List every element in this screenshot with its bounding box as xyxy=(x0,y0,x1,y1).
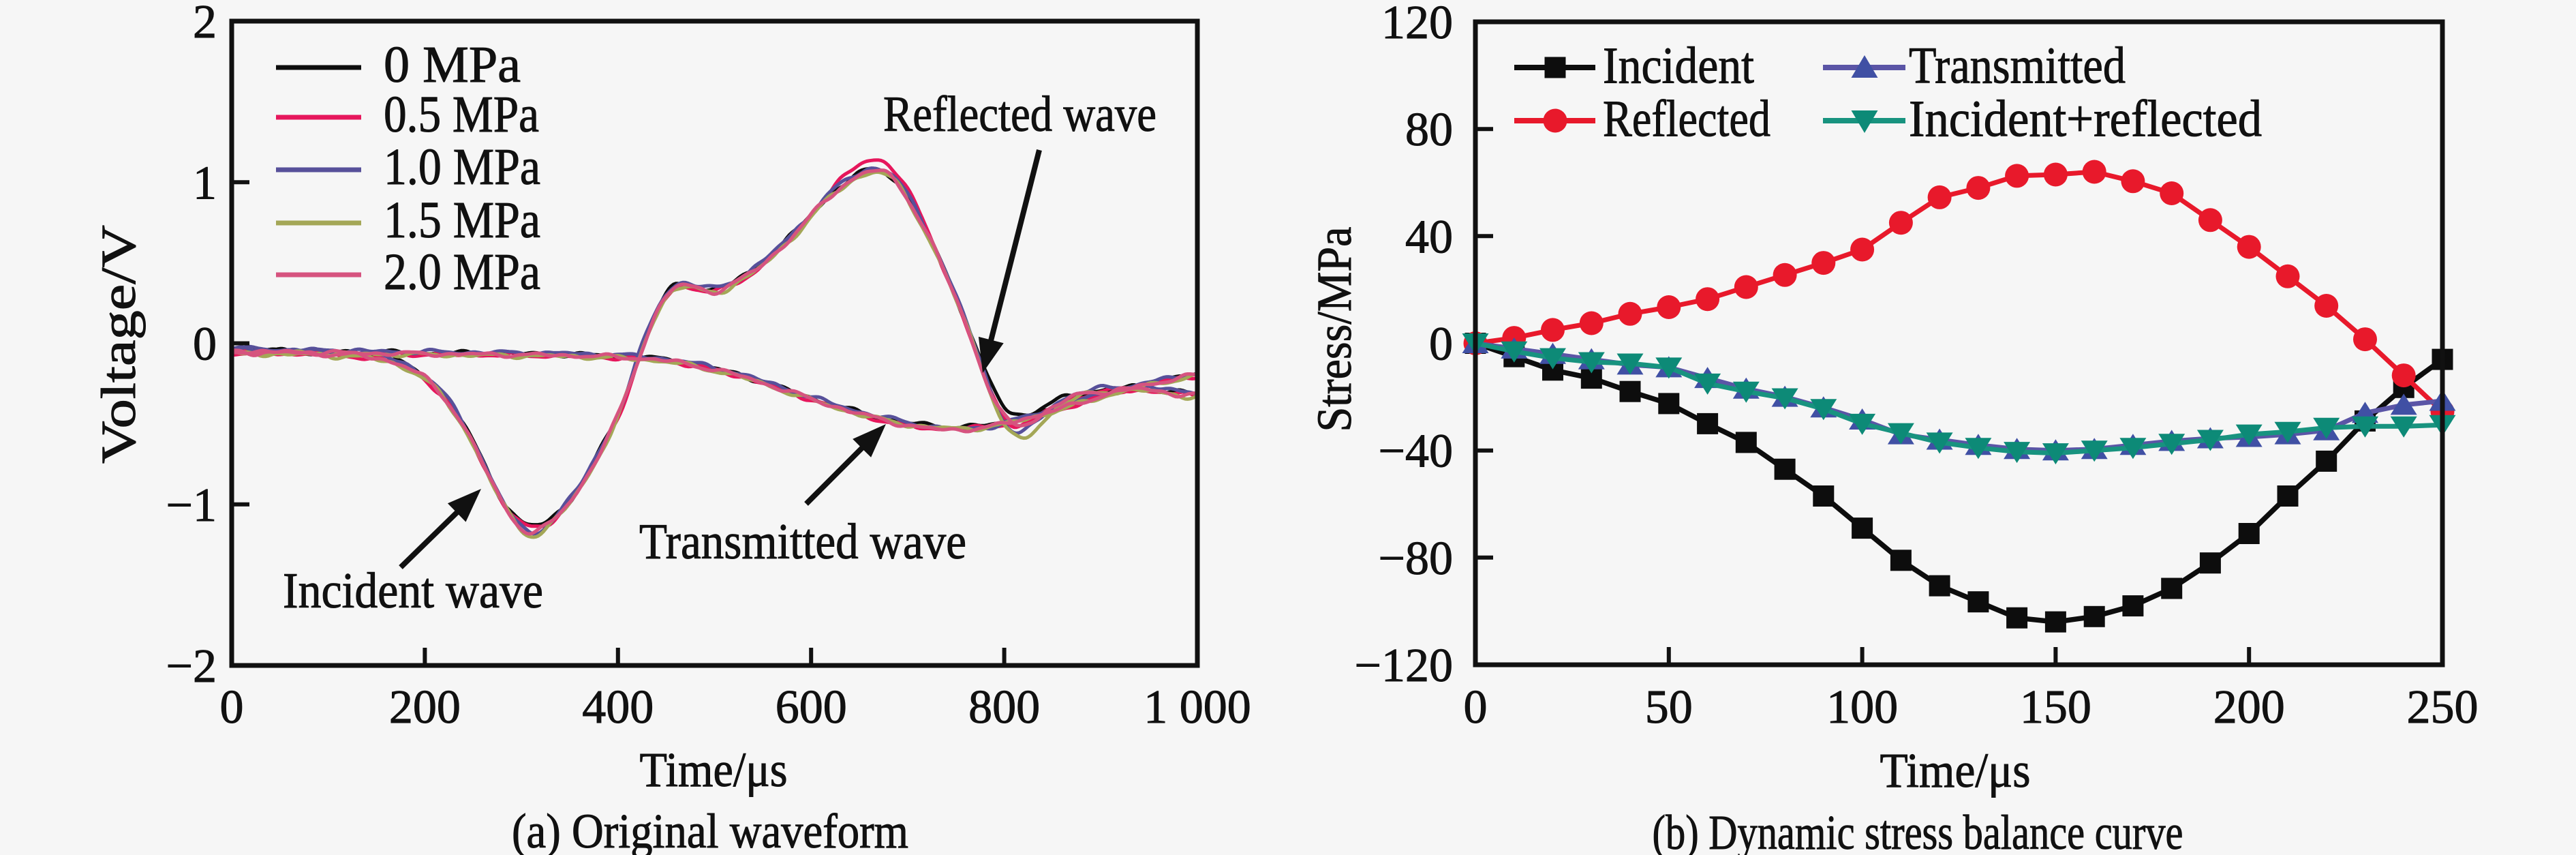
svg-text:1: 1 xyxy=(193,157,217,209)
svg-text:Transmitted: Transmitted xyxy=(1909,38,2126,95)
svg-text:0: 0 xyxy=(193,318,217,371)
svg-text:80: 80 xyxy=(1405,104,1453,156)
svg-text:0: 0 xyxy=(1429,318,1453,371)
svg-text:Stress/MPa: Stress/MPa xyxy=(1307,227,1362,432)
svg-text:−1: −1 xyxy=(166,479,217,532)
svg-text:200: 200 xyxy=(2213,681,2285,734)
svg-text:Time/μs: Time/μs xyxy=(1880,743,2031,798)
svg-text:−120: −120 xyxy=(1355,640,1453,692)
svg-text:600: 600 xyxy=(776,681,847,734)
svg-text:Incident wave: Incident wave xyxy=(283,563,543,619)
svg-text:Voltage/V: Voltage/V xyxy=(91,225,146,464)
svg-text:Transmitted wave: Transmitted wave xyxy=(639,514,966,570)
svg-text:2: 2 xyxy=(193,0,217,48)
svg-text:0 MPa: 0 MPa xyxy=(384,36,521,93)
svg-text:400: 400 xyxy=(582,681,654,734)
svg-text:Incident+reflected: Incident+reflected xyxy=(1909,91,2262,148)
svg-text:Reflected wave: Reflected wave xyxy=(883,87,1156,142)
svg-text:50: 50 xyxy=(1645,681,1693,734)
svg-text:0.5 MPa: 0.5 MPa xyxy=(384,86,539,143)
svg-text:−40: −40 xyxy=(1379,425,1453,478)
svg-text:200: 200 xyxy=(389,681,461,734)
svg-text:(a) Original waveform: (a) Original waveform xyxy=(512,804,908,855)
svg-text:Reflected: Reflected xyxy=(1603,91,1770,148)
svg-text:2.0 MPa: 2.0 MPa xyxy=(384,243,540,301)
svg-text:−80: −80 xyxy=(1379,532,1453,585)
svg-text:Time/μs: Time/μs xyxy=(640,742,788,797)
svg-text:−2: −2 xyxy=(166,640,217,693)
svg-text:0: 0 xyxy=(1464,681,1488,734)
svg-text:120: 120 xyxy=(1381,0,1453,49)
svg-text:Incident: Incident xyxy=(1603,38,1754,95)
svg-text:100: 100 xyxy=(1826,681,1898,734)
svg-text:(b) Dynamic stress balance cur: (b) Dynamic stress balance curve xyxy=(1653,805,2183,855)
svg-text:150: 150 xyxy=(2020,681,2091,734)
svg-text:0: 0 xyxy=(220,681,244,734)
svg-text:1.5 MPa: 1.5 MPa xyxy=(384,192,540,249)
svg-text:1 000: 1 000 xyxy=(1144,681,1251,734)
svg-text:1.0 MPa: 1.0 MPa xyxy=(384,138,540,196)
svg-text:800: 800 xyxy=(968,681,1040,734)
svg-text:40: 40 xyxy=(1405,211,1453,263)
svg-text:250: 250 xyxy=(2407,681,2479,734)
